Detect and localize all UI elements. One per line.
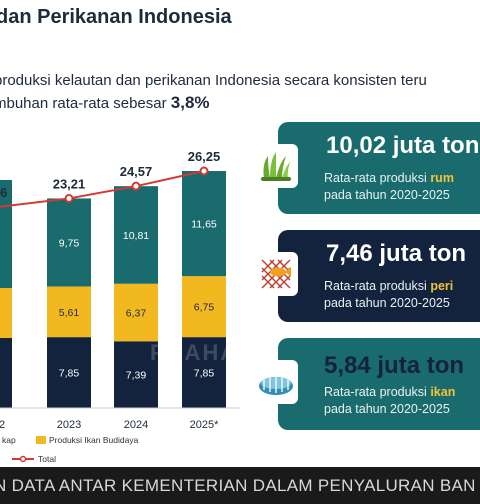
legend-label: kap	[2, 435, 16, 445]
total-value-label: 24,57	[120, 164, 153, 179]
card-value: 5,84 juta ton	[324, 352, 465, 379]
seaweed-icon	[254, 144, 298, 188]
ticker-text: N DATA ANTAR KEMENTERIAN DALAM PENYALURA…	[0, 476, 476, 495]
segment-label: 6,37	[126, 308, 147, 320]
legend-swatch	[19, 455, 27, 463]
subtitle-line-1: produksi kelautan dan perikanan Indonesi…	[0, 72, 427, 89]
card-value: 10,02 juta ton	[326, 132, 480, 159]
segment-label: 6,75	[194, 302, 215, 314]
growth-rate-value: 3,8%	[170, 93, 210, 112]
segment-label: 7,39	[126, 370, 147, 382]
card-description: Rata-rata produksi peri pada tahun 2020-2…	[324, 279, 454, 310]
total-value-label: 6	[0, 185, 7, 200]
bar-segment	[47, 337, 91, 408]
legend-label: Total	[38, 454, 56, 464]
fish-pond-icon	[254, 360, 298, 404]
stat-card-seaweed: 10,02 juta ton Rata-rata produksi rum pad…	[254, 122, 480, 214]
fish-net-icon	[254, 252, 298, 296]
subtitle-prefix: mbuhan rata-rata sebesar	[0, 95, 171, 112]
x-tick-label: 2024	[124, 419, 148, 431]
segment-label: 10,81	[123, 230, 149, 242]
bar-segment	[182, 337, 226, 408]
x-tick-label: 2	[0, 419, 5, 431]
segment-label: 9,75	[59, 237, 80, 249]
segment-label: 11,65	[191, 219, 217, 231]
stat-card-aquaculture: 5,84 juta ton Rata-rata produksi ikan pad…	[254, 338, 480, 430]
legend-label: Produksi Ikan Budidaya	[49, 435, 139, 445]
bar-segment	[0, 338, 12, 408]
total-point	[131, 181, 141, 191]
card-description: Rata-rata produksi ikan pada tahun 2020-2…	[324, 385, 456, 416]
bar-segment	[47, 198, 91, 287]
card-value: 7,46 juta ton	[326, 240, 467, 267]
total-point	[64, 193, 74, 203]
total-value-label: 26,25	[188, 149, 221, 164]
card-description: Rata-rata produksi rum pada tahun 2020-20…	[324, 171, 454, 202]
bar-segment	[47, 286, 91, 338]
x-tick-label: 2023	[57, 419, 81, 431]
segment-label: 5,61	[59, 307, 80, 319]
legend-swatch	[36, 436, 46, 444]
bar-segment	[114, 283, 158, 342]
watermark-text: PRAHARA	[150, 340, 274, 365]
bar-segment	[0, 288, 12, 338]
subtitle-line-2: mbuhan rata-rata sebesar 3,8%	[0, 93, 210, 113]
total-value-label: 23,21	[53, 176, 86, 191]
segment-label: 7,85	[59, 368, 80, 380]
total-point	[199, 166, 209, 176]
x-tick-label: 2025*	[190, 419, 219, 431]
bar-segment	[182, 171, 226, 277]
bar-segment	[114, 341, 158, 408]
chart-title: dan Perikanan Indonesia	[0, 6, 232, 28]
bar-segment	[182, 276, 226, 338]
total-line	[0, 170, 205, 208]
segment-label: 7,85	[194, 368, 215, 380]
news-ticker: N DATA ANTAR KEMENTERIAN DALAM PENYALURA…	[0, 467, 480, 504]
stat-card-capture: 7,46 juta ton Rata-rata produksi peri pad…	[254, 230, 480, 322]
bar-segment	[114, 186, 158, 284]
